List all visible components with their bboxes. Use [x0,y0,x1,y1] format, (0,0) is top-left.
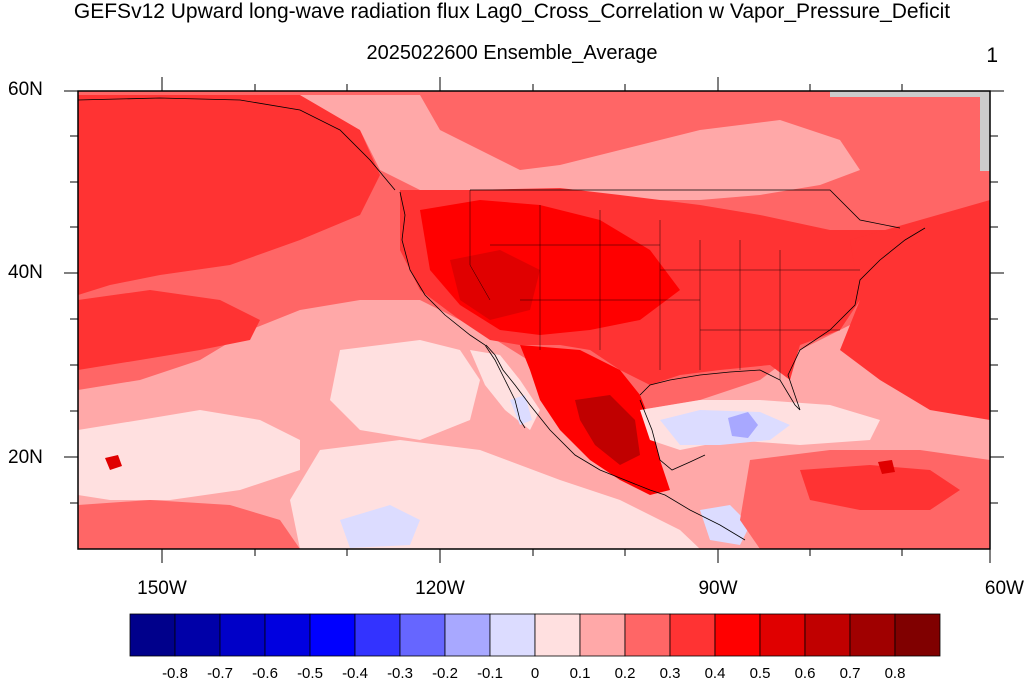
field-blue-caribbean [660,410,790,445]
colorbar-label: 0.6 [794,665,816,682]
field-hawaii-spot [105,455,122,470]
colorbar-label: 0.8 [884,665,906,682]
colorbar-label: -0.7 [207,665,233,682]
state-lines [469,190,860,380]
colorbar-swatch [759,613,806,657]
lat-label-60n: 60N [8,79,43,100]
field-light-band-north [300,95,860,205]
colorbar-swatch [804,613,851,657]
colorbar-label: 0.5 [749,665,771,682]
plot-frame [77,90,991,550]
field-missing-right [980,91,990,171]
panel-number: 1 [986,44,998,67]
colorbar-label: -0.5 [297,665,323,682]
lon-label-120w: 120W [415,578,465,599]
field-tropical-south [78,500,300,549]
lat-label-40n: 40N [8,262,43,283]
colorbar-label: 0 [530,665,540,682]
field-blue-patch-4 [700,505,750,545]
colorbar-label: 0.2 [614,665,636,682]
colorbar-label: -0.6 [252,665,278,682]
coastlines [78,97,926,541]
field-atlantic [840,200,990,420]
colorbar-swatch [264,613,311,657]
colorbar-swatch [219,613,266,657]
figure-subtitle: 2025022600 Ensemble_Average [366,42,658,64]
colorbar-label: -0.8 [162,665,188,682]
colorbar-label: -0.3 [387,665,413,682]
colorbar-label: 0.4 [704,665,726,682]
field-ne-pacific [78,95,380,295]
colorbar-swatch [174,613,221,657]
colorbar-swatch [624,613,671,657]
field-great-basin [450,250,540,320]
axis-ticks [64,77,1004,563]
colorbar-swatch [309,613,356,657]
field-subtropical-pacific [330,340,480,440]
colorbar-swatch [714,613,761,657]
figure-title: GEFSv12 Upward long-wave radiation flux … [73,0,951,23]
field-east-tropical-dark [800,465,960,510]
field-blue-patch-1 [728,412,758,438]
field-central-mexico [575,395,640,465]
colorbar-label: 0.1 [569,665,591,682]
lon-label-90w: 90W [698,578,738,599]
lon-label-60w: 60W [984,578,1024,599]
colorbar-swatch [534,613,581,657]
colorbar-swatch [354,613,401,657]
field-pacific-band [78,290,260,370]
correlation-field [78,91,990,549]
colorbar-swatch [894,613,941,657]
field-carib-spot [878,460,895,474]
lat-label-20n: 20N [8,447,43,468]
colorbar-swatch [399,613,446,657]
field-west-pacific-light [78,410,300,500]
colorbar-label: 0.7 [839,665,861,682]
colorbar-label: -0.1 [477,665,503,682]
colorbar-label: 0.3 [659,665,681,682]
colorbar-swatch [489,613,536,657]
colorbar-swatch [669,613,716,657]
lon-label-150w: 150W [137,578,187,599]
field-blue-patch-2 [340,505,420,548]
colorbar-swatch [579,613,626,657]
colorbar-swatch [444,613,491,657]
field-missing-top [830,91,990,97]
colorbar-label: -0.2 [432,665,458,682]
colorbar-swatch [849,613,896,657]
colorbar-label: -0.4 [342,665,368,682]
colorbar-swatch [129,613,176,657]
